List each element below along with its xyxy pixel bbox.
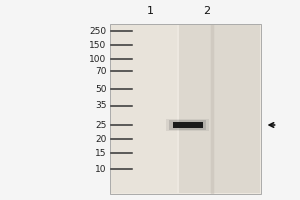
Text: 1: 1 xyxy=(146,6,154,16)
Text: 50: 50 xyxy=(95,85,106,94)
Text: 20: 20 xyxy=(95,134,106,144)
Bar xyxy=(110,24,261,194)
Bar xyxy=(172,122,203,128)
Text: 15: 15 xyxy=(95,148,106,158)
Bar xyxy=(179,25,260,193)
Bar xyxy=(111,25,177,193)
Text: 250: 250 xyxy=(89,26,106,36)
Text: 100: 100 xyxy=(89,54,106,64)
Text: 150: 150 xyxy=(89,40,106,49)
Text: 35: 35 xyxy=(95,102,106,110)
Text: 25: 25 xyxy=(95,120,106,130)
Text: 10: 10 xyxy=(95,164,106,173)
Text: 70: 70 xyxy=(95,66,106,75)
Bar xyxy=(166,119,209,131)
Bar xyxy=(169,120,206,130)
Text: 2: 2 xyxy=(203,6,211,16)
